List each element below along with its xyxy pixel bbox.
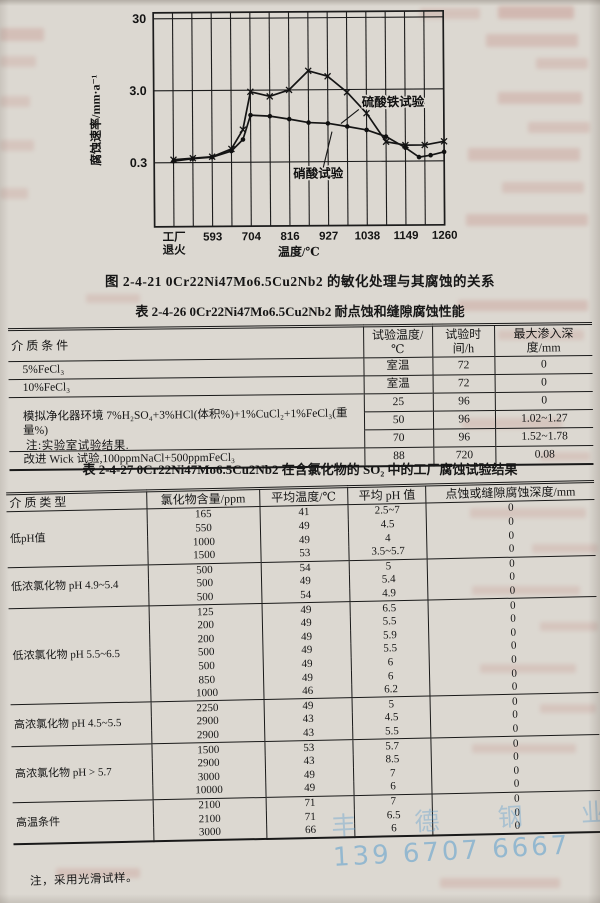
table-cell: 1.52~1.78 — [495, 427, 594, 447]
bleedthrough-mark — [440, 878, 560, 888]
table-cell: 96 — [432, 392, 496, 412]
y-tick-label: 0.3 — [130, 156, 148, 170]
bleedthrough-mark — [466, 214, 588, 226]
x-axis-title: 温度/℃ — [278, 244, 320, 259]
column-header: 最大渗入深度/mm — [494, 323, 593, 357]
x-tick-label: 工厂 — [162, 231, 185, 244]
series-annotation: 硫酸铁试验 — [362, 94, 425, 109]
bleedthrough-mark — [0, 28, 44, 41]
bleedthrough-mark — [462, 418, 562, 429]
bleedthrough-mark — [458, 300, 588, 311]
bleedthrough-mark — [86, 294, 140, 303]
bleedthrough-mark — [540, 452, 590, 461]
table-cell: 72 — [432, 356, 495, 376]
x-tick-label: 1260 — [432, 230, 458, 242]
bleedthrough-mark — [470, 508, 586, 518]
bleedthrough-mark — [0, 56, 36, 67]
grid — [152, 10, 446, 227]
y-axis-title: 腐蚀速率/mm·a⁻¹ — [88, 74, 104, 166]
row-group-label: 高温条件 — [15, 815, 61, 829]
bleedthrough-mark — [0, 140, 34, 151]
table-cell: 0 — [432, 817, 600, 836]
table1-note: 注:实验室试验结果. — [26, 440, 130, 452]
row-group-label: 低pH值 — [9, 532, 46, 546]
bleedthrough-mark — [498, 92, 582, 104]
bleedthrough-mark — [56, 868, 140, 878]
bleedthrough-mark — [0, 188, 28, 199]
bleedthrough-mark — [486, 34, 578, 47]
table-cell: 1.02~1.27 — [495, 409, 594, 429]
table-cell: 50 — [364, 411, 434, 431]
row-group-label: 高浓氯化物 pH 4.5~5.5 — [13, 717, 122, 732]
bleedthrough-mark — [536, 58, 588, 69]
bleedthrough-mark — [498, 330, 584, 340]
table-cell: 室温 — [363, 375, 433, 395]
table2-note: 注，采用光滑试样。 — [29, 872, 139, 888]
bleedthrough-mark — [540, 622, 598, 631]
corrosion-chart-figure: 30 3.0 0.3 工厂 退火 593 704 816 927 1038 1149 1260 腐蚀速率… — [85, 3, 467, 268]
x-tick-label: 704 — [242, 231, 262, 243]
column-header: 介 质 条 件 — [11, 338, 69, 354]
series-annotation: 硝酸试验 — [293, 166, 344, 181]
row-group-label: 高浓氯化物 pH > 5.7 — [14, 766, 112, 781]
column-header: 平均 pH 值 — [347, 485, 427, 505]
table-cell: 96 — [433, 428, 496, 448]
bleedthrough-mark — [472, 744, 576, 753]
table-cell: 6 — [354, 821, 434, 838]
table1-title: 表 2-4-26 0Cr22Ni47Mo6.5Cu2Nb2 耐点蚀和缝隙腐蚀性能 — [135, 304, 465, 319]
y-tick-label: 3.0 — [129, 84, 147, 98]
table-cell: 3000 — [153, 824, 267, 842]
bleedthrough-mark — [528, 122, 590, 133]
table2-title: 表 2-4-27 0Cr22Ni47Mo6.5Cu2Nb2 在含氯化物的 SO₂… — [82, 462, 518, 477]
bleedthrough-mark — [498, 6, 574, 19]
column-header: 平均温度/℃ — [259, 486, 348, 507]
bleedthrough-mark — [480, 664, 576, 673]
bleedthrough-mark — [502, 182, 584, 193]
table-cell: 70 — [364, 429, 434, 449]
x-tick-label: 816 — [280, 231, 299, 243]
table-cell: 0 — [494, 391, 593, 411]
bleedthrough-mark — [0, 96, 30, 107]
row-group-label: 低浓氯化物 pH 5.5~6.5 — [12, 648, 121, 663]
bleedthrough-mark — [468, 148, 580, 161]
x-tick-label: 1149 — [394, 230, 419, 242]
y-tick-label: 30 — [132, 12, 146, 26]
bleedthrough-mark — [420, 8, 480, 19]
bleedthrough-mark — [532, 544, 598, 553]
table-2-4-27-wrap: 介 质 类 型氯化物含量/ppm 平均温度/℃ 平均 pH 值点蚀或缝隙腐蚀深度/m… — [6, 480, 600, 846]
table-cell: 96 — [432, 410, 496, 430]
row-group-label: 低浓氯化物 pH 4.9~5.4 — [11, 579, 119, 594]
table-2-4-27: 介 质 类 型氯化物含量/ppm 平均温度/℃ 平均 pH 值点蚀或缝隙腐蚀深度/m… — [6, 480, 600, 846]
column-header: 试验时间/h — [432, 324, 495, 358]
x-tick-label: 1038 — [355, 230, 381, 242]
table-cell: 66 — [266, 822, 355, 840]
x-tick-label: 927 — [319, 231, 338, 243]
table-cell: 0 — [494, 355, 593, 375]
column-header: 试验温度/℃ — [363, 325, 433, 359]
bleedthrough-mark — [472, 586, 580, 595]
table-cell: 72 — [432, 374, 495, 394]
series-nitric-acid — [171, 112, 447, 164]
series-ferric-sulfate — [170, 67, 448, 164]
column-header: 氯化物含量/ppm — [146, 488, 260, 510]
table-cell: 0 — [494, 373, 593, 393]
x-tick-label: 退火 — [163, 243, 187, 257]
table-cell: 25 — [363, 393, 433, 413]
figure-caption: 图 2-4-21 0Cr22Ni47Mo6.5Cu2Nb2 的敏化处理与其腐蚀的… — [105, 274, 495, 289]
table-cell: 室温 — [363, 357, 433, 377]
x-tick-label: 593 — [203, 231, 222, 243]
bleedthrough-mark — [540, 704, 596, 713]
